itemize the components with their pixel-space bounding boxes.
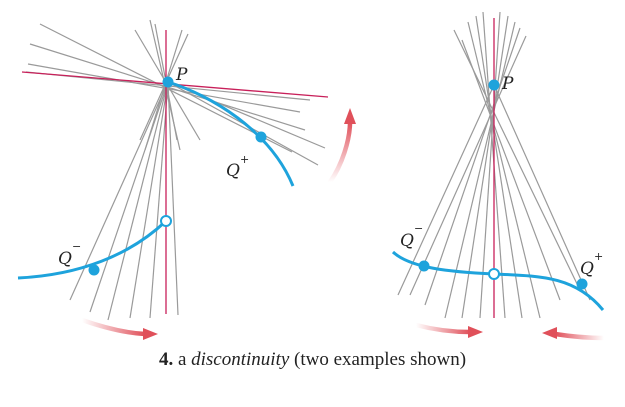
left-q-minus-marker (88, 264, 100, 276)
caption-suffix: (two examples shown) (294, 349, 467, 370)
figure-caption: 4. a discontinuity (two examples shown) (0, 349, 625, 371)
right-q-minus-label: Q (400, 231, 414, 251)
left-q-minus-label: Q (58, 249, 72, 269)
caption-number: 4. (158, 349, 174, 370)
left-arrow-up (327, 108, 356, 185)
left-point-p-marker (162, 76, 174, 88)
left-q-plus-marker (255, 131, 267, 143)
left-panel: P Q + Q − (17, 19, 356, 340)
caption-prefix: a (177, 349, 187, 370)
caption-term: discontinuity (191, 349, 290, 370)
right-q-plus-marker (576, 278, 588, 290)
right-q-plus-label: Q (580, 259, 594, 279)
right-p-label: P (501, 74, 514, 94)
right-q-minus-marker (418, 260, 430, 272)
right-point-p-marker (488, 79, 500, 91)
left-q-plus-sup: + (240, 153, 249, 166)
right-q-plus-sup: + (594, 250, 603, 263)
right-arrow-right (413, 322, 483, 338)
left-p-label: P (175, 65, 188, 85)
left-q-minus-sup: − (72, 240, 81, 253)
right-q-minus-sup: − (414, 222, 423, 235)
left-curve-left-branch (17, 219, 168, 280)
left-q-plus-label: Q (226, 161, 240, 181)
right-arrow-left (542, 327, 607, 341)
left-open-circle (160, 215, 172, 227)
left-curve-right-branch (167, 80, 295, 187)
right-secant-lines (397, 11, 591, 319)
right-open-circle (488, 268, 500, 280)
right-panel: P Q − Q + (391, 11, 607, 341)
left-arrow-right (79, 317, 158, 340)
